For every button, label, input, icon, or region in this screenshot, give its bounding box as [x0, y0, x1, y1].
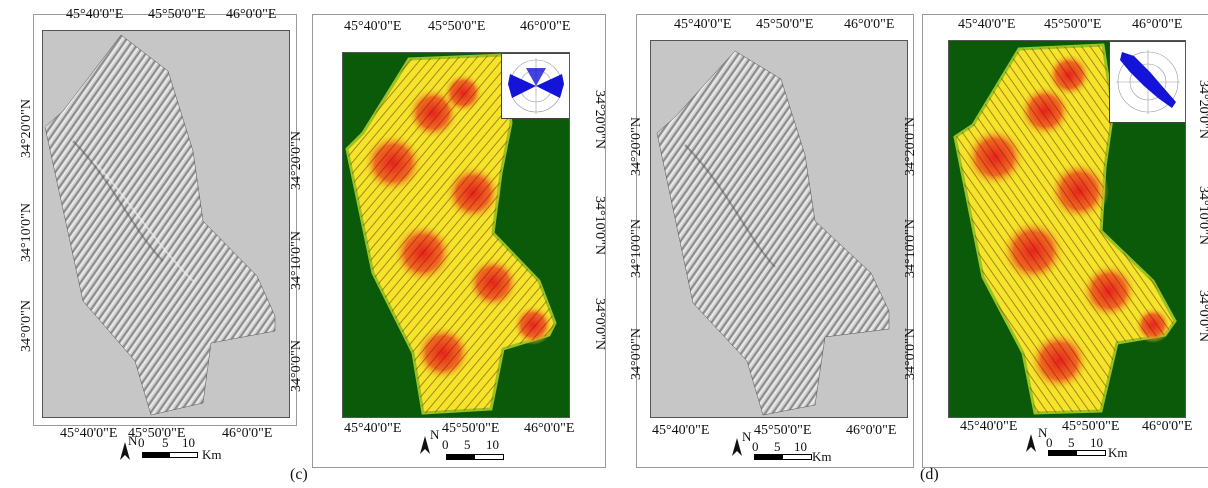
- lat-label-left-1: 34°20'0"N: [19, 99, 34, 158]
- lon-label-bottom-1: 45°40'0"E: [652, 423, 710, 438]
- lon-label-top-2: 45°50'0"E: [428, 19, 486, 34]
- lon-label-top-3: 46°0'0"E: [520, 19, 571, 34]
- north-label: N: [430, 427, 440, 442]
- lon-label-bottom-3: 46°0'0"E: [222, 426, 273, 441]
- density-map: [948, 40, 1186, 418]
- lineament-density: [953, 43, 1177, 415]
- scale-bar-graphic: [754, 454, 812, 460]
- lon-label-top-1: 45°40'0"E: [958, 17, 1016, 32]
- north-arrow-icon: [120, 442, 130, 460]
- scale-tick-5: 5: [1068, 435, 1075, 450]
- hillshade-relief: [44, 34, 276, 416]
- north-arrow-icon: [732, 438, 742, 456]
- scale-tick-10: 10: [1090, 435, 1103, 450]
- lat-label-right-1: 34°20'0"N: [592, 90, 607, 149]
- scale-tick-10: 10: [486, 437, 499, 452]
- panel-density-c: 45°40'0"E 45°50'0"E 46°0'0"E 34°20'0"N 3…: [289, 0, 610, 488]
- lon-label-bottom-3: 46°0'0"E: [1142, 419, 1193, 434]
- scale-bar-graphic: [446, 454, 504, 460]
- lon-label-bottom-2: 45°50'0"E: [1062, 419, 1120, 434]
- lon-label-bottom-1: 45°40'0"E: [960, 419, 1018, 434]
- scale-tick-0: 0: [442, 437, 449, 452]
- lat-label-left-1: 34°20'0"N: [903, 117, 918, 176]
- lon-label-top-2: 45°50'0"E: [1044, 17, 1102, 32]
- lat-label-right-3: 34°0'0"N: [1196, 290, 1208, 342]
- hillshade-relief: [656, 50, 890, 416]
- scale-bar: N 0 5 10 Km: [730, 429, 850, 464]
- panel-letter-d: (d): [920, 466, 939, 483]
- lat-label-left-2: 34°10'0"N: [903, 219, 918, 278]
- scale-tick-5: 5: [774, 439, 781, 454]
- scale-tick-0: 0: [138, 435, 145, 450]
- density-map: [342, 52, 570, 418]
- lon-label-top-1: 45°40'0"E: [344, 19, 402, 34]
- lat-label-left-3: 34°0'0"N: [629, 328, 644, 380]
- lon-label-top-2: 45°50'0"E: [148, 7, 206, 22]
- scale-tick-0: 0: [752, 439, 759, 454]
- rose-diagram-icon: [508, 58, 564, 114]
- lat-label-left-1: 34°20'0"N: [629, 117, 644, 176]
- scale-tick-5: 5: [464, 437, 471, 452]
- lon-label-top-1: 45°40'0"E: [66, 7, 124, 22]
- lon-label-top-3: 46°0'0"E: [226, 7, 277, 22]
- hillshade-map: [42, 30, 290, 418]
- lon-label-bottom-2: 45°50'0"E: [754, 423, 812, 438]
- panel-hillshade-left: 45°40'0"E 45°50'0"E 46°0'0"E 34°20'0"N 3…: [0, 0, 300, 488]
- rose-diagram-icon: [1116, 50, 1180, 114]
- lon-label-top-3: 46°0'0"E: [1132, 17, 1183, 32]
- lon-label-top-3: 46°0'0"E: [844, 17, 895, 32]
- scale-bar: N 0 5 10: [418, 427, 528, 460]
- scale-tick-10: 10: [794, 439, 807, 454]
- lat-label-right-2: 34°10'0"N: [1196, 186, 1208, 245]
- lon-label-bottom-3: 46°0'0"E: [846, 423, 897, 438]
- rose-diagram: [501, 53, 569, 119]
- lon-label-bottom-2: 45°50'0"E: [442, 421, 500, 436]
- scale-bar-graphic: [1048, 450, 1106, 456]
- lon-label-top-2: 45°50'0"E: [756, 17, 814, 32]
- panel-letter-c: (c): [290, 466, 308, 483]
- lat-label-left-3: 34°0'0"N: [289, 340, 304, 392]
- lat-label-left-2: 34°10'0"N: [19, 203, 34, 262]
- lon-label-top-1: 45°40'0"E: [674, 17, 732, 32]
- scale-tick-5: 5: [162, 435, 169, 450]
- lat-label-right-3: 34°0'0"N: [592, 298, 607, 350]
- scale-unit: Km: [202, 447, 222, 462]
- north-arrow-icon: [420, 436, 430, 454]
- hillshade-map: [650, 40, 908, 418]
- scale-unit: Km: [812, 449, 832, 464]
- north-label: N: [1038, 425, 1048, 440]
- lon-label-bottom-1: 45°40'0"E: [60, 426, 118, 441]
- lat-label-left-2: 34°10'0"N: [289, 231, 304, 290]
- scale-bar: N 0 5 10 Km: [118, 434, 238, 464]
- lineament-density: [345, 53, 557, 415]
- panel-hillshade-right: 45°40'0"E 45°50'0"E 46°0'0"E 34°20'0"N 3…: [620, 0, 920, 488]
- scale-unit: Km: [1108, 445, 1128, 460]
- panel-density-d: 45°40'0"E 45°50'0"E 46°0'0"E 34°20'0"N 3…: [903, 0, 1208, 488]
- lon-label-bottom-2: 45°50'0"E: [128, 426, 186, 441]
- scale-bar: N 0 5 10 Km: [1024, 425, 1144, 460]
- scale-tick-0: 0: [1046, 435, 1053, 450]
- lat-label-right-1: 34°20'0"N: [1196, 80, 1208, 139]
- lat-label-left-1: 34°20'0"N: [289, 131, 304, 190]
- north-label: N: [128, 433, 138, 448]
- scale-tick-10: 10: [182, 435, 195, 450]
- rose-diagram: [1109, 41, 1185, 123]
- lat-label-left-3: 34°0'0"N: [903, 328, 918, 380]
- scale-bar-graphic: [142, 452, 198, 458]
- lon-label-bottom-1: 45°40'0"E: [344, 421, 402, 436]
- lat-label-left-2: 34°10'0"N: [629, 219, 644, 278]
- north-arrow-icon: [1026, 434, 1036, 452]
- north-label: N: [742, 429, 752, 444]
- lat-label-left-3: 34°0'0"N: [19, 300, 34, 352]
- lat-label-right-2: 34°10'0"N: [592, 196, 607, 255]
- lon-label-bottom-3: 46°0'0"E: [524, 421, 575, 436]
